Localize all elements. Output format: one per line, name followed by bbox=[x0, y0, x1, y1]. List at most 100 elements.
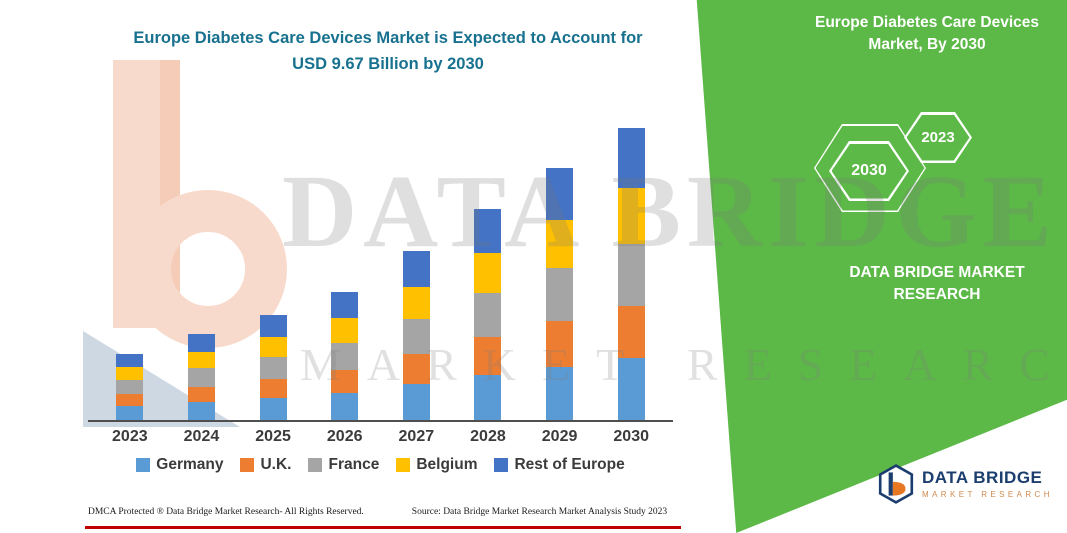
x-tick-label: 2023 bbox=[112, 428, 148, 445]
bar-segment-france bbox=[116, 380, 144, 395]
stacked-bar-2023 bbox=[116, 353, 144, 420]
bar-segment-u-k- bbox=[617, 305, 645, 358]
bar-segment-u-k- bbox=[331, 369, 359, 393]
x-tick-label: 2027 bbox=[398, 428, 435, 445]
bar-segment-u-k- bbox=[259, 378, 287, 398]
hexagon-2023-label: 2023 bbox=[906, 114, 970, 161]
bar-segment-belgium bbox=[617, 187, 645, 245]
bar-segment-u-k- bbox=[474, 337, 502, 376]
plot-area bbox=[88, 118, 673, 422]
bar-segment-rest-of-europe bbox=[259, 314, 287, 337]
bar-segment-rest-of-europe bbox=[116, 353, 144, 368]
bar-segment-rest-of-europe bbox=[474, 208, 502, 253]
bar-column bbox=[309, 118, 381, 420]
bar-column bbox=[452, 118, 524, 420]
stacked-bar-2029 bbox=[546, 167, 574, 420]
bar-segment-u-k- bbox=[546, 321, 574, 367]
legend-swatch bbox=[308, 458, 323, 472]
x-tick-label: 2024 bbox=[183, 428, 220, 445]
bar-segment-belgium bbox=[116, 367, 144, 381]
bar-segment-germany bbox=[331, 392, 359, 420]
bar-segment-u-k- bbox=[187, 386, 215, 402]
footer: DMCA Protected ® Data Bridge Market Rese… bbox=[88, 507, 667, 517]
bar-column bbox=[237, 118, 309, 420]
bar-segment-rest-of-europe bbox=[402, 251, 430, 287]
legend-label: Rest of Europe bbox=[514, 456, 625, 473]
bar-segment-germany bbox=[402, 384, 430, 420]
legend-swatch bbox=[396, 458, 411, 472]
hexagon-b-logo-icon bbox=[878, 464, 914, 504]
bar-segment-u-k- bbox=[402, 354, 430, 385]
dmca-notice: DMCA Protected ® Data Bridge Market Rese… bbox=[88, 507, 364, 517]
bar-segment-germany bbox=[546, 366, 574, 420]
legend-item: France bbox=[308, 456, 379, 474]
bar-column bbox=[524, 118, 596, 420]
bar-segment-rest-of-europe bbox=[331, 291, 359, 319]
bar-segment-germany bbox=[617, 357, 645, 420]
legend-label: France bbox=[328, 456, 380, 473]
stacked-bar-2030 bbox=[617, 128, 645, 420]
x-tick-label: 2028 bbox=[470, 428, 506, 445]
hexagon-2030-label: 2030 bbox=[831, 143, 907, 199]
bar-segment-belgium bbox=[331, 318, 359, 343]
bar-segment-u-k- bbox=[116, 394, 144, 407]
bar-column bbox=[94, 118, 166, 420]
x-tick-label: 2029 bbox=[541, 428, 578, 445]
source-note: Source: Data Bridge Market Research Mark… bbox=[411, 507, 668, 517]
x-tick-label: 2030 bbox=[613, 428, 649, 445]
legend-item: Germany bbox=[136, 456, 223, 474]
stacked-bar-2025 bbox=[259, 314, 287, 420]
company-logo-name: DATA BRIDGE bbox=[922, 467, 1043, 487]
legend-swatch bbox=[494, 458, 509, 472]
x-tick-label: 2026 bbox=[326, 428, 363, 445]
bar-segment-germany bbox=[116, 406, 144, 420]
company-logo: DATA BRIDGE MARKET RESEARCH bbox=[878, 464, 1053, 504]
legend-item: U.K. bbox=[240, 456, 291, 474]
bar-segment-belgium bbox=[187, 351, 215, 369]
footer-red-rule bbox=[85, 526, 681, 529]
stacked-bar-2024 bbox=[187, 334, 215, 420]
bar-segment-germany bbox=[187, 401, 215, 420]
stacked-bar-2027 bbox=[402, 251, 430, 420]
bar-segment-belgium bbox=[474, 252, 502, 293]
chart-title-line1: Europe Diabetes Care Devices Market is E… bbox=[133, 29, 643, 47]
bar-segment-france bbox=[402, 318, 430, 355]
stacked-bar-2028 bbox=[474, 208, 502, 420]
bar-segment-france bbox=[187, 368, 215, 387]
legend-item: Rest of Europe bbox=[494, 456, 625, 474]
legend-label: U.K. bbox=[260, 456, 292, 473]
bar-segment-rest-of-europe bbox=[546, 167, 574, 221]
bar-segment-france bbox=[617, 244, 645, 306]
chart-title-line2: USD 9.67 Billion by 2030 bbox=[292, 54, 484, 73]
stacked-bar-2026 bbox=[331, 291, 359, 420]
x-tick-label: 2025 bbox=[255, 428, 291, 445]
bar-segment-france bbox=[546, 268, 574, 322]
panel-heading: Europe Diabetes Care Devices Market, By … bbox=[815, 14, 1039, 54]
bar-segment-belgium bbox=[546, 220, 574, 269]
company-logo-text: DATA BRIDGE MARKET RESEARCH bbox=[922, 467, 1053, 500]
bar-column bbox=[166, 118, 238, 420]
chart-title: Europe Diabetes Care Devices Market is E… bbox=[88, 26, 688, 77]
bar-column bbox=[381, 118, 453, 420]
legend-label: Belgium bbox=[416, 456, 478, 473]
bar-segment-belgium bbox=[402, 286, 430, 319]
company-logo-subtitle: MARKET RESEARCH bbox=[922, 490, 1053, 500]
legend-item: Belgium bbox=[396, 456, 477, 474]
legend-swatch bbox=[240, 458, 255, 472]
legend-label: Germany bbox=[156, 456, 224, 473]
bar-segment-germany bbox=[259, 397, 287, 420]
bar-segment-france bbox=[331, 342, 359, 370]
bar-segment-rest-of-europe bbox=[617, 128, 645, 188]
bar-segment-belgium bbox=[259, 336, 287, 357]
bar-segment-france bbox=[474, 292, 502, 338]
panel-brand-text: DATA BRIDGE MARKET RESEARCH bbox=[849, 264, 1025, 304]
stacked-bar-chart: 2023 2024 2025 2026 2027 2028 2029 2030 Germany… bbox=[88, 118, 673, 474]
bar-segment-france bbox=[259, 356, 287, 379]
x-axis-labels: 2023 2024 2025 2026 2027 2028 2029 2030 bbox=[88, 428, 673, 446]
bar-column bbox=[595, 118, 667, 420]
bar-segment-rest-of-europe bbox=[187, 334, 215, 352]
legend-swatch bbox=[136, 458, 151, 472]
chart-legend: Germany U.K. France Belgium Rest of Europe bbox=[88, 456, 673, 474]
bar-segment-germany bbox=[474, 375, 502, 420]
